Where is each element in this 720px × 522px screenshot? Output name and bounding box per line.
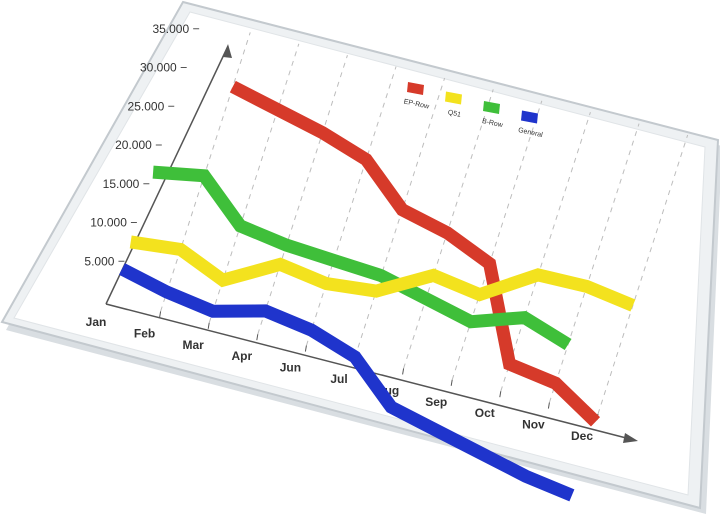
x-tick-mark <box>499 391 502 398</box>
gridline <box>160 32 251 312</box>
y-tick-label: 35.000 <box>152 22 189 36</box>
y-tick-label: 20.000 <box>115 138 152 152</box>
legend-label: B-Row <box>481 118 504 129</box>
x-tick-mark <box>256 334 259 341</box>
x-axis-arrow <box>623 433 638 443</box>
legend-label: Q51 <box>447 109 462 119</box>
legend-swatch <box>445 91 462 105</box>
gridline <box>208 43 300 323</box>
y-tick-label: 5.000 <box>84 254 114 268</box>
x-tick-label: Feb <box>134 326 155 340</box>
x-tick-label: Sep <box>425 395 447 409</box>
x-tick-label: Mar <box>183 338 205 352</box>
legend-swatch <box>407 82 424 95</box>
gridline <box>597 134 689 415</box>
x-tick-mark <box>547 402 550 409</box>
y-tick-label: 25.000 <box>128 99 165 113</box>
x-tick-mark <box>304 345 307 352</box>
x-tick-mark <box>207 322 210 329</box>
gridline <box>500 112 591 392</box>
x-tick-mark <box>402 368 405 375</box>
x-tick-label: Nov <box>522 418 545 432</box>
gridline <box>403 89 494 369</box>
series-line-q51 <box>129 235 636 312</box>
x-tick-mark <box>450 379 453 386</box>
gridlines <box>160 32 689 415</box>
y-axis-arrow <box>223 44 232 58</box>
series-line-ep-row <box>229 80 601 427</box>
x-tick-label: Oct <box>475 406 495 420</box>
x-tick-mark <box>159 311 162 318</box>
gridline <box>451 100 543 380</box>
gridline <box>354 77 446 358</box>
series-line-b-row <box>152 165 572 351</box>
y-tick-label: 10.000 <box>90 216 127 230</box>
y-tick-label: 30.000 <box>140 61 177 75</box>
x-tick-label: Apr <box>231 349 252 363</box>
gridline <box>305 66 397 346</box>
x-tick-label: Dec <box>571 429 593 443</box>
legend-swatch <box>483 101 500 114</box>
y-tick-label: 15.000 <box>103 177 140 191</box>
series-line-general <box>119 263 575 502</box>
gridline <box>548 123 640 403</box>
legend-swatch <box>521 110 538 124</box>
gridline <box>257 55 348 335</box>
x-tick-label: Jan <box>86 315 107 329</box>
x-tick-label: Jul <box>330 372 347 386</box>
series-lines <box>119 80 636 502</box>
x-tick-label: Jun <box>280 361 301 375</box>
y-tick-labels: 5.000 10.000 15.000 20.000 25.000 30.000 35.00… <box>84 22 200 268</box>
